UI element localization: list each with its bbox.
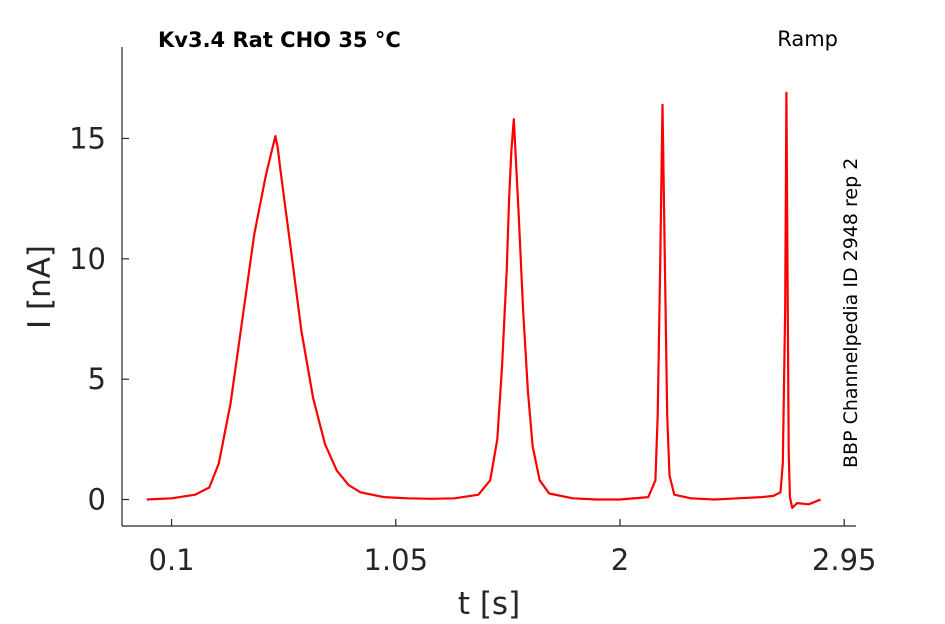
x-tick-label: 1.05 (363, 543, 428, 577)
plot-area (146, 91, 822, 509)
y-tick-label: 0 (88, 483, 106, 517)
x-tick-label: 2.95 (812, 543, 877, 577)
axes (121, 47, 856, 527)
ticks: 0.1 1.05 2 2.95 0 5 10 15 (69, 121, 876, 577)
x-tick-label: 0.1 (149, 543, 195, 577)
chart-title: Kv3.4 Rat CHO 35 °C (158, 28, 401, 52)
y-tick-label: 15 (69, 121, 106, 155)
channelpedia-id-label: BBP Channelpedia ID 2948 rep 2 (840, 158, 862, 468)
current-trace-line (146, 91, 822, 509)
protocol-label: Ramp (777, 27, 838, 51)
y-axis-label: I [nA] (22, 245, 58, 329)
y-tick-label: 5 (88, 362, 106, 396)
x-tick-label: 2 (611, 543, 629, 577)
x-axis-label: t [s] (458, 586, 520, 622)
y-tick-label: 10 (69, 242, 106, 276)
